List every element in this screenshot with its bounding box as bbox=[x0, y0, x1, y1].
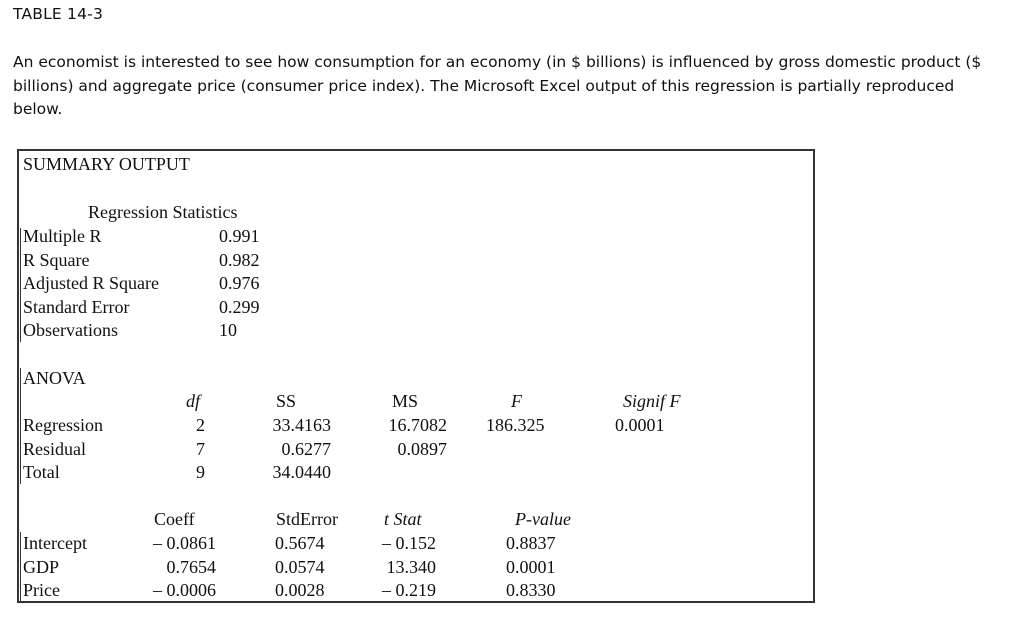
coef-p-value: 0.8837 bbox=[506, 533, 556, 553]
stat-label: Multiple R bbox=[23, 226, 102, 246]
col-t-stat: t Stat bbox=[384, 509, 422, 529]
stat-label: Adjusted R Square bbox=[23, 273, 159, 294]
coef-stderror: 0.5674 bbox=[275, 533, 325, 553]
coef-row-label: GDP bbox=[23, 556, 60, 577]
col-p-value: P-value bbox=[515, 509, 571, 529]
coef-value: – 0.0006 bbox=[153, 580, 216, 601]
anova-ms: 0.0897 bbox=[397, 438, 448, 459]
coef-t-stat: 13.340 bbox=[386, 556, 437, 577]
coef-value: – 0.0861 bbox=[153, 533, 216, 553]
anova-heading: ANOVA bbox=[23, 368, 86, 388]
coef-stderror: 0.0574 bbox=[275, 556, 325, 577]
coef-p-value: 0.0001 bbox=[506, 556, 556, 577]
coef-stderror: 0.0028 bbox=[275, 580, 325, 601]
anova-row-label: Regression bbox=[23, 415, 103, 435]
table-title: TABLE 14-3 bbox=[13, 5, 104, 23]
stat-label: Observations bbox=[23, 320, 118, 341]
divider bbox=[20, 368, 21, 484]
summary-heading: SUMMARY OUTPUT bbox=[23, 154, 190, 174]
anova-ss: 33.4163 bbox=[272, 415, 332, 435]
stat-value: 0.982 bbox=[219, 249, 260, 270]
stat-label: R Square bbox=[23, 249, 90, 270]
anova-ss: 0.6277 bbox=[281, 438, 332, 459]
regression-statistics-heading: Regression Statistics bbox=[88, 202, 238, 222]
coef-p-value: 0.8330 bbox=[506, 580, 556, 601]
summary-output-table bbox=[17, 149, 815, 603]
coef-t-stat: – 0.152 bbox=[382, 533, 436, 553]
divider bbox=[20, 532, 21, 602]
coef-t-stat: – 0.219 bbox=[382, 580, 436, 601]
anova-f: 186.325 bbox=[486, 415, 545, 435]
anova-df: 2 bbox=[196, 415, 205, 435]
coef-value: 0.7654 bbox=[166, 556, 217, 577]
anova-df: 7 bbox=[196, 438, 205, 459]
col-stderror: StdError bbox=[276, 509, 338, 529]
col-coeff: Coeff bbox=[154, 509, 195, 529]
stat-value: 0.976 bbox=[219, 273, 260, 294]
anova-signif-f: 0.0001 bbox=[615, 415, 665, 435]
problem-description: An economist is interested to see how co… bbox=[13, 53, 982, 118]
stat-value: 0.991 bbox=[219, 226, 260, 246]
col-df: df bbox=[186, 391, 201, 411]
anova-df: 9 bbox=[196, 462, 205, 483]
col-ms: MS bbox=[392, 391, 419, 411]
anova-ss: 34.0440 bbox=[272, 462, 332, 483]
divider bbox=[20, 228, 21, 342]
anova-row-label: Total bbox=[23, 462, 60, 483]
stat-value: 0.299 bbox=[219, 296, 260, 317]
stat-label: Standard Error bbox=[23, 296, 130, 317]
anova-ms: 16.7082 bbox=[388, 415, 448, 435]
stat-value: 10 bbox=[219, 320, 237, 341]
coef-row-label: Intercept bbox=[23, 533, 87, 553]
coef-row-label: Price bbox=[23, 580, 60, 601]
col-f: F bbox=[511, 391, 522, 411]
anova-row-label: Residual bbox=[23, 438, 86, 459]
col-signif-f: Signif F bbox=[623, 391, 681, 411]
col-ss: SS bbox=[276, 391, 297, 411]
